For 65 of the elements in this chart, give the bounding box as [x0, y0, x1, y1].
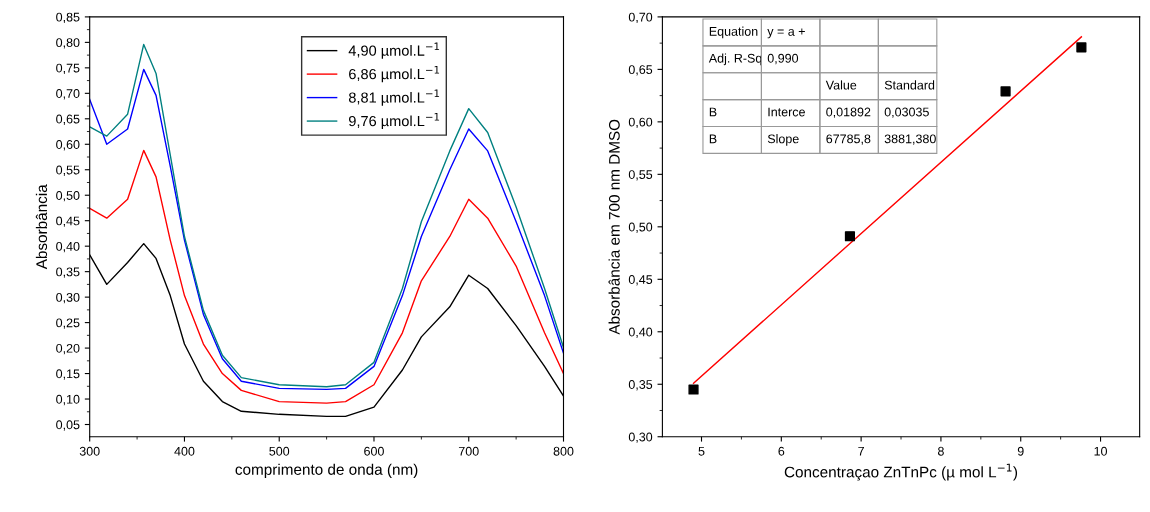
y-tick-label: 0,05 — [56, 420, 80, 431]
y-tick-label: 0,35 — [628, 380, 653, 391]
x-tick-label: 800 — [553, 446, 574, 456]
y-tick-label: 0,30 — [628, 432, 653, 443]
annotation: B — [709, 134, 717, 144]
y-tick-label: 0,55 — [628, 170, 653, 181]
x-tick-label: 6 — [778, 446, 785, 456]
annotation: Equation — [709, 26, 758, 39]
y-tick-label: 0,10 — [56, 394, 80, 406]
y-tick-label: 0,55 — [56, 165, 80, 176]
x-tick-label: 600 — [364, 446, 384, 456]
point — [1076, 42, 1087, 53]
x-axis-title: Concentraçao ZnTnPc (µ mol L$^{−1}$) — [784, 463, 1018, 481]
y-axis-title: Absorbância em 700 nm DMSO — [608, 119, 620, 335]
y-tick-label: 0,50 — [628, 222, 653, 233]
y-tick-label: 0,80 — [56, 38, 80, 49]
x-tick-label: 400 — [174, 446, 195, 456]
annotation: y = a + — [767, 28, 805, 39]
annotation: Standard — [884, 80, 935, 90]
annotation: 3881,380 — [884, 134, 936, 145]
y-tick-label: 0,65 — [628, 65, 653, 76]
annotation: B — [709, 107, 717, 117]
point — [844, 231, 856, 242]
x-tick-label: 8 — [938, 446, 944, 456]
annotation: 0,990 — [767, 53, 799, 65]
annotation: Slope — [767, 134, 799, 146]
y-tick-label: 0,40 — [628, 327, 653, 338]
point — [688, 384, 699, 395]
annotation: 0,01892 — [826, 107, 871, 118]
line-series — [89, 149, 564, 404]
x-tick-label: 7 — [858, 446, 864, 456]
y-axis-title: Absorbância — [35, 184, 48, 270]
y-tick-label: 0,70 — [56, 89, 80, 100]
y-tick-label: 0,75 — [56, 63, 80, 74]
y-tick-label: 0,45 — [628, 275, 653, 286]
y-tick-label: 0,60 — [56, 140, 80, 151]
y-tick-label: 0,50 — [56, 191, 80, 202]
x-tick-label: 5 — [698, 446, 705, 456]
x-tick-label: 500 — [269, 446, 290, 456]
legend-label: 6,86 µmol.L$^{−1}$ — [349, 66, 440, 83]
annotation: 67785,8 — [826, 134, 871, 145]
y-tick-label: 0,20 — [56, 343, 80, 355]
y-tick-label: 0,30 — [56, 292, 80, 304]
x-tick-label: 700 — [458, 446, 479, 456]
y-tick-label: 0,40 — [56, 241, 80, 253]
annotation: Interce — [768, 107, 805, 117]
y-tick-label: 0,70 — [628, 12, 653, 24]
legend-label: 8,81 µmol.L$^{−1}$ — [348, 89, 440, 106]
annotation: Adj. R-Sq — [708, 53, 762, 66]
point — [1000, 86, 1011, 97]
y-tick-label: 0,60 — [628, 117, 653, 128]
annotation: Value — [825, 80, 857, 90]
y-tick-label: 0,15 — [56, 369, 80, 380]
x-tick-label: 9 — [1017, 446, 1024, 456]
x-axis-title: comprimento de onda (nm) — [235, 463, 418, 478]
x-tick-label: 10 — [1094, 446, 1108, 456]
x-tick-label: 300 — [79, 446, 100, 456]
y-tick-label: 0,45 — [56, 216, 80, 227]
y-tick-label: 0,35 — [56, 267, 80, 278]
legend-label: 4,90 µmol.L$^{−1}$ — [348, 42, 440, 59]
y-tick-label: 0,65 — [56, 114, 80, 125]
legend-label: 9,76 µmol.L$^{−1}$ — [349, 113, 440, 130]
y-tick-label: 0,25 — [56, 318, 80, 329]
annotation: 0,03035 — [884, 107, 929, 118]
y-tick-label: 0,85 — [56, 12, 80, 24]
